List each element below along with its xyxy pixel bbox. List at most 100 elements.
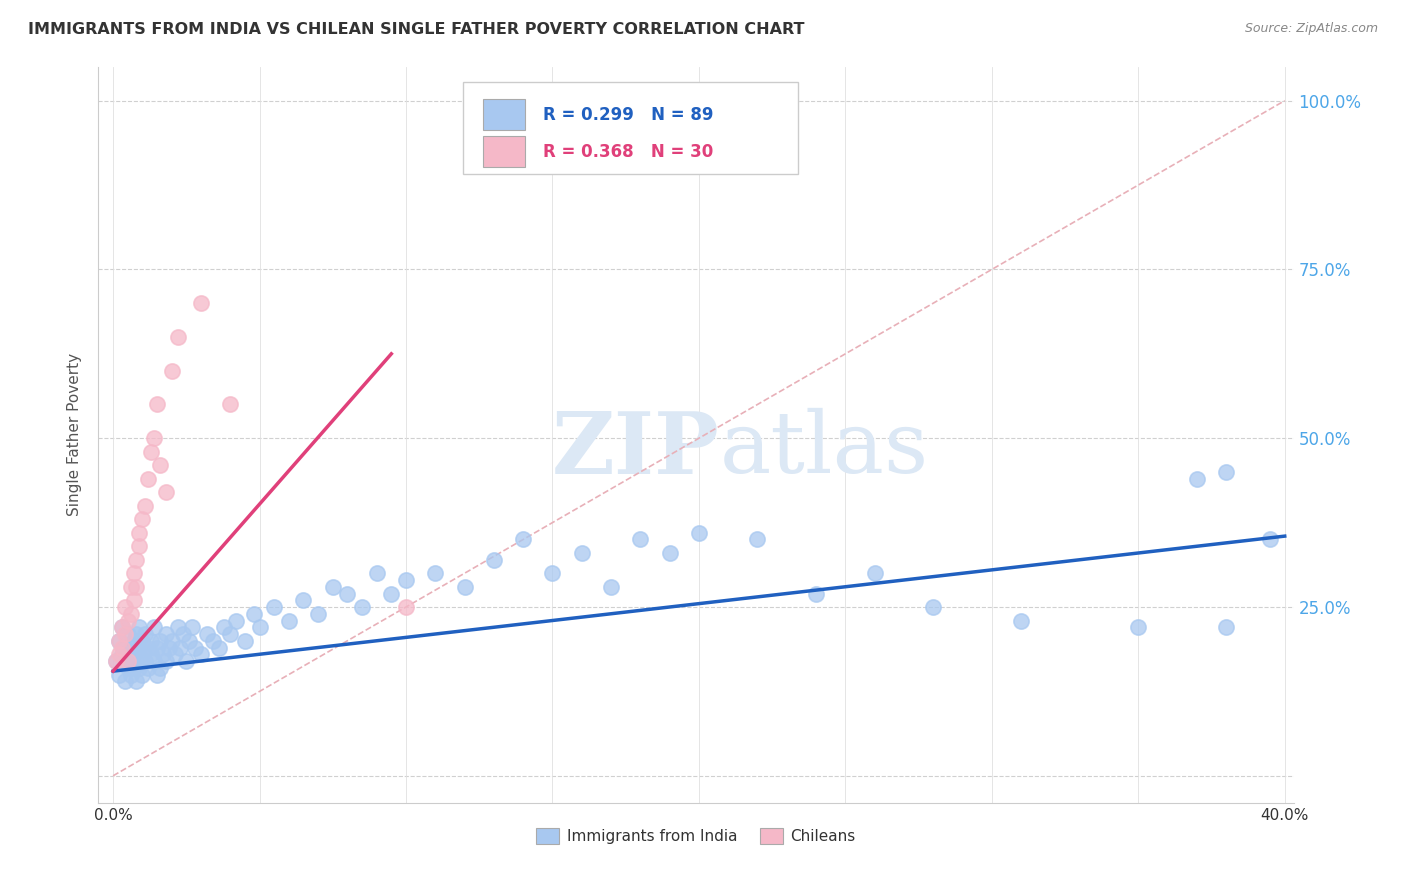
Point (122, 633, 145, 648)
Point (155, 654, 177, 668)
Point (111, 620, 134, 634)
Point (352, 600, 374, 615)
Point (190, 647, 212, 661)
Point (128, 661, 150, 675)
Point (1258, 533, 1281, 547)
Point (111, 620, 134, 634)
Point (166, 620, 188, 634)
Point (169, 640, 191, 655)
Point (131, 512, 153, 526)
Point (141, 444, 163, 458)
Text: R = 0.368   N = 30: R = 0.368 N = 30 (543, 143, 713, 161)
Point (425, 566, 447, 581)
Point (111, 647, 134, 661)
Point (747, 533, 769, 547)
Point (111, 640, 134, 655)
Point (136, 640, 159, 655)
Point (143, 620, 166, 634)
FancyBboxPatch shape (484, 99, 524, 130)
Point (395, 600, 418, 615)
Point (571, 546, 593, 560)
Point (146, 640, 169, 655)
Point (122, 593, 145, 607)
Point (628, 533, 651, 547)
Point (149, 633, 172, 648)
Point (242, 607, 264, 621)
Point (249, 620, 271, 634)
Point (453, 580, 475, 594)
Point (214, 620, 236, 634)
Point (108, 647, 131, 661)
Point (190, 296, 212, 310)
Point (146, 667, 169, 681)
Point (658, 546, 681, 560)
Point (131, 633, 153, 648)
Point (160, 364, 183, 378)
Point (105, 654, 127, 668)
Point (166, 330, 188, 344)
Point (277, 614, 299, 628)
Point (195, 627, 218, 641)
Point (122, 647, 145, 661)
Point (136, 472, 159, 486)
Point (160, 633, 183, 648)
Point (122, 566, 145, 581)
Point (1128, 620, 1150, 634)
Point (336, 586, 359, 600)
Point (128, 539, 150, 553)
Point (263, 600, 285, 615)
Point (174, 654, 197, 668)
Point (114, 627, 136, 641)
Point (114, 600, 136, 615)
Legend: Immigrants from India, Chileans: Immigrants from India, Chileans (530, 822, 862, 850)
Point (541, 566, 564, 581)
Point (1185, 472, 1208, 486)
Point (804, 586, 827, 600)
Point (149, 458, 172, 473)
Point (219, 397, 242, 411)
Point (131, 667, 153, 681)
Point (134, 627, 156, 641)
Text: Source: ZipAtlas.com: Source: ZipAtlas.com (1244, 22, 1378, 36)
Point (125, 627, 148, 641)
Point (114, 674, 136, 689)
Point (149, 661, 172, 675)
FancyBboxPatch shape (463, 81, 797, 174)
Point (146, 397, 169, 411)
Point (219, 627, 242, 641)
Point (1010, 614, 1032, 628)
Point (136, 661, 159, 675)
Point (225, 614, 247, 628)
Point (128, 640, 150, 655)
Point (125, 553, 148, 567)
Point (141, 647, 163, 661)
Point (125, 580, 148, 594)
Point (117, 661, 139, 675)
Point (128, 620, 150, 634)
Point (117, 654, 139, 668)
Point (131, 647, 153, 661)
Point (366, 566, 388, 581)
Point (125, 674, 148, 689)
Point (863, 566, 886, 581)
Text: IMMIGRANTS FROM INDIA VS CHILEAN SINGLE FATHER POVERTY CORRELATION CHART: IMMIGRANTS FROM INDIA VS CHILEAN SINGLE … (28, 22, 804, 37)
Point (117, 627, 139, 641)
Point (114, 640, 136, 655)
Point (155, 627, 177, 641)
Point (163, 647, 186, 661)
Point (207, 640, 229, 655)
Point (172, 627, 194, 641)
Text: R = 0.299   N = 89: R = 0.299 N = 89 (543, 106, 713, 124)
Point (143, 431, 166, 445)
Point (122, 661, 145, 675)
Point (1215, 465, 1237, 479)
Point (380, 586, 402, 600)
Point (322, 580, 344, 594)
Y-axis label: Single Father Poverty: Single Father Poverty (67, 353, 83, 516)
Point (512, 533, 534, 547)
Point (395, 573, 418, 587)
Point (117, 654, 139, 668)
Point (201, 633, 224, 648)
Point (1215, 620, 1237, 634)
Point (125, 654, 148, 668)
